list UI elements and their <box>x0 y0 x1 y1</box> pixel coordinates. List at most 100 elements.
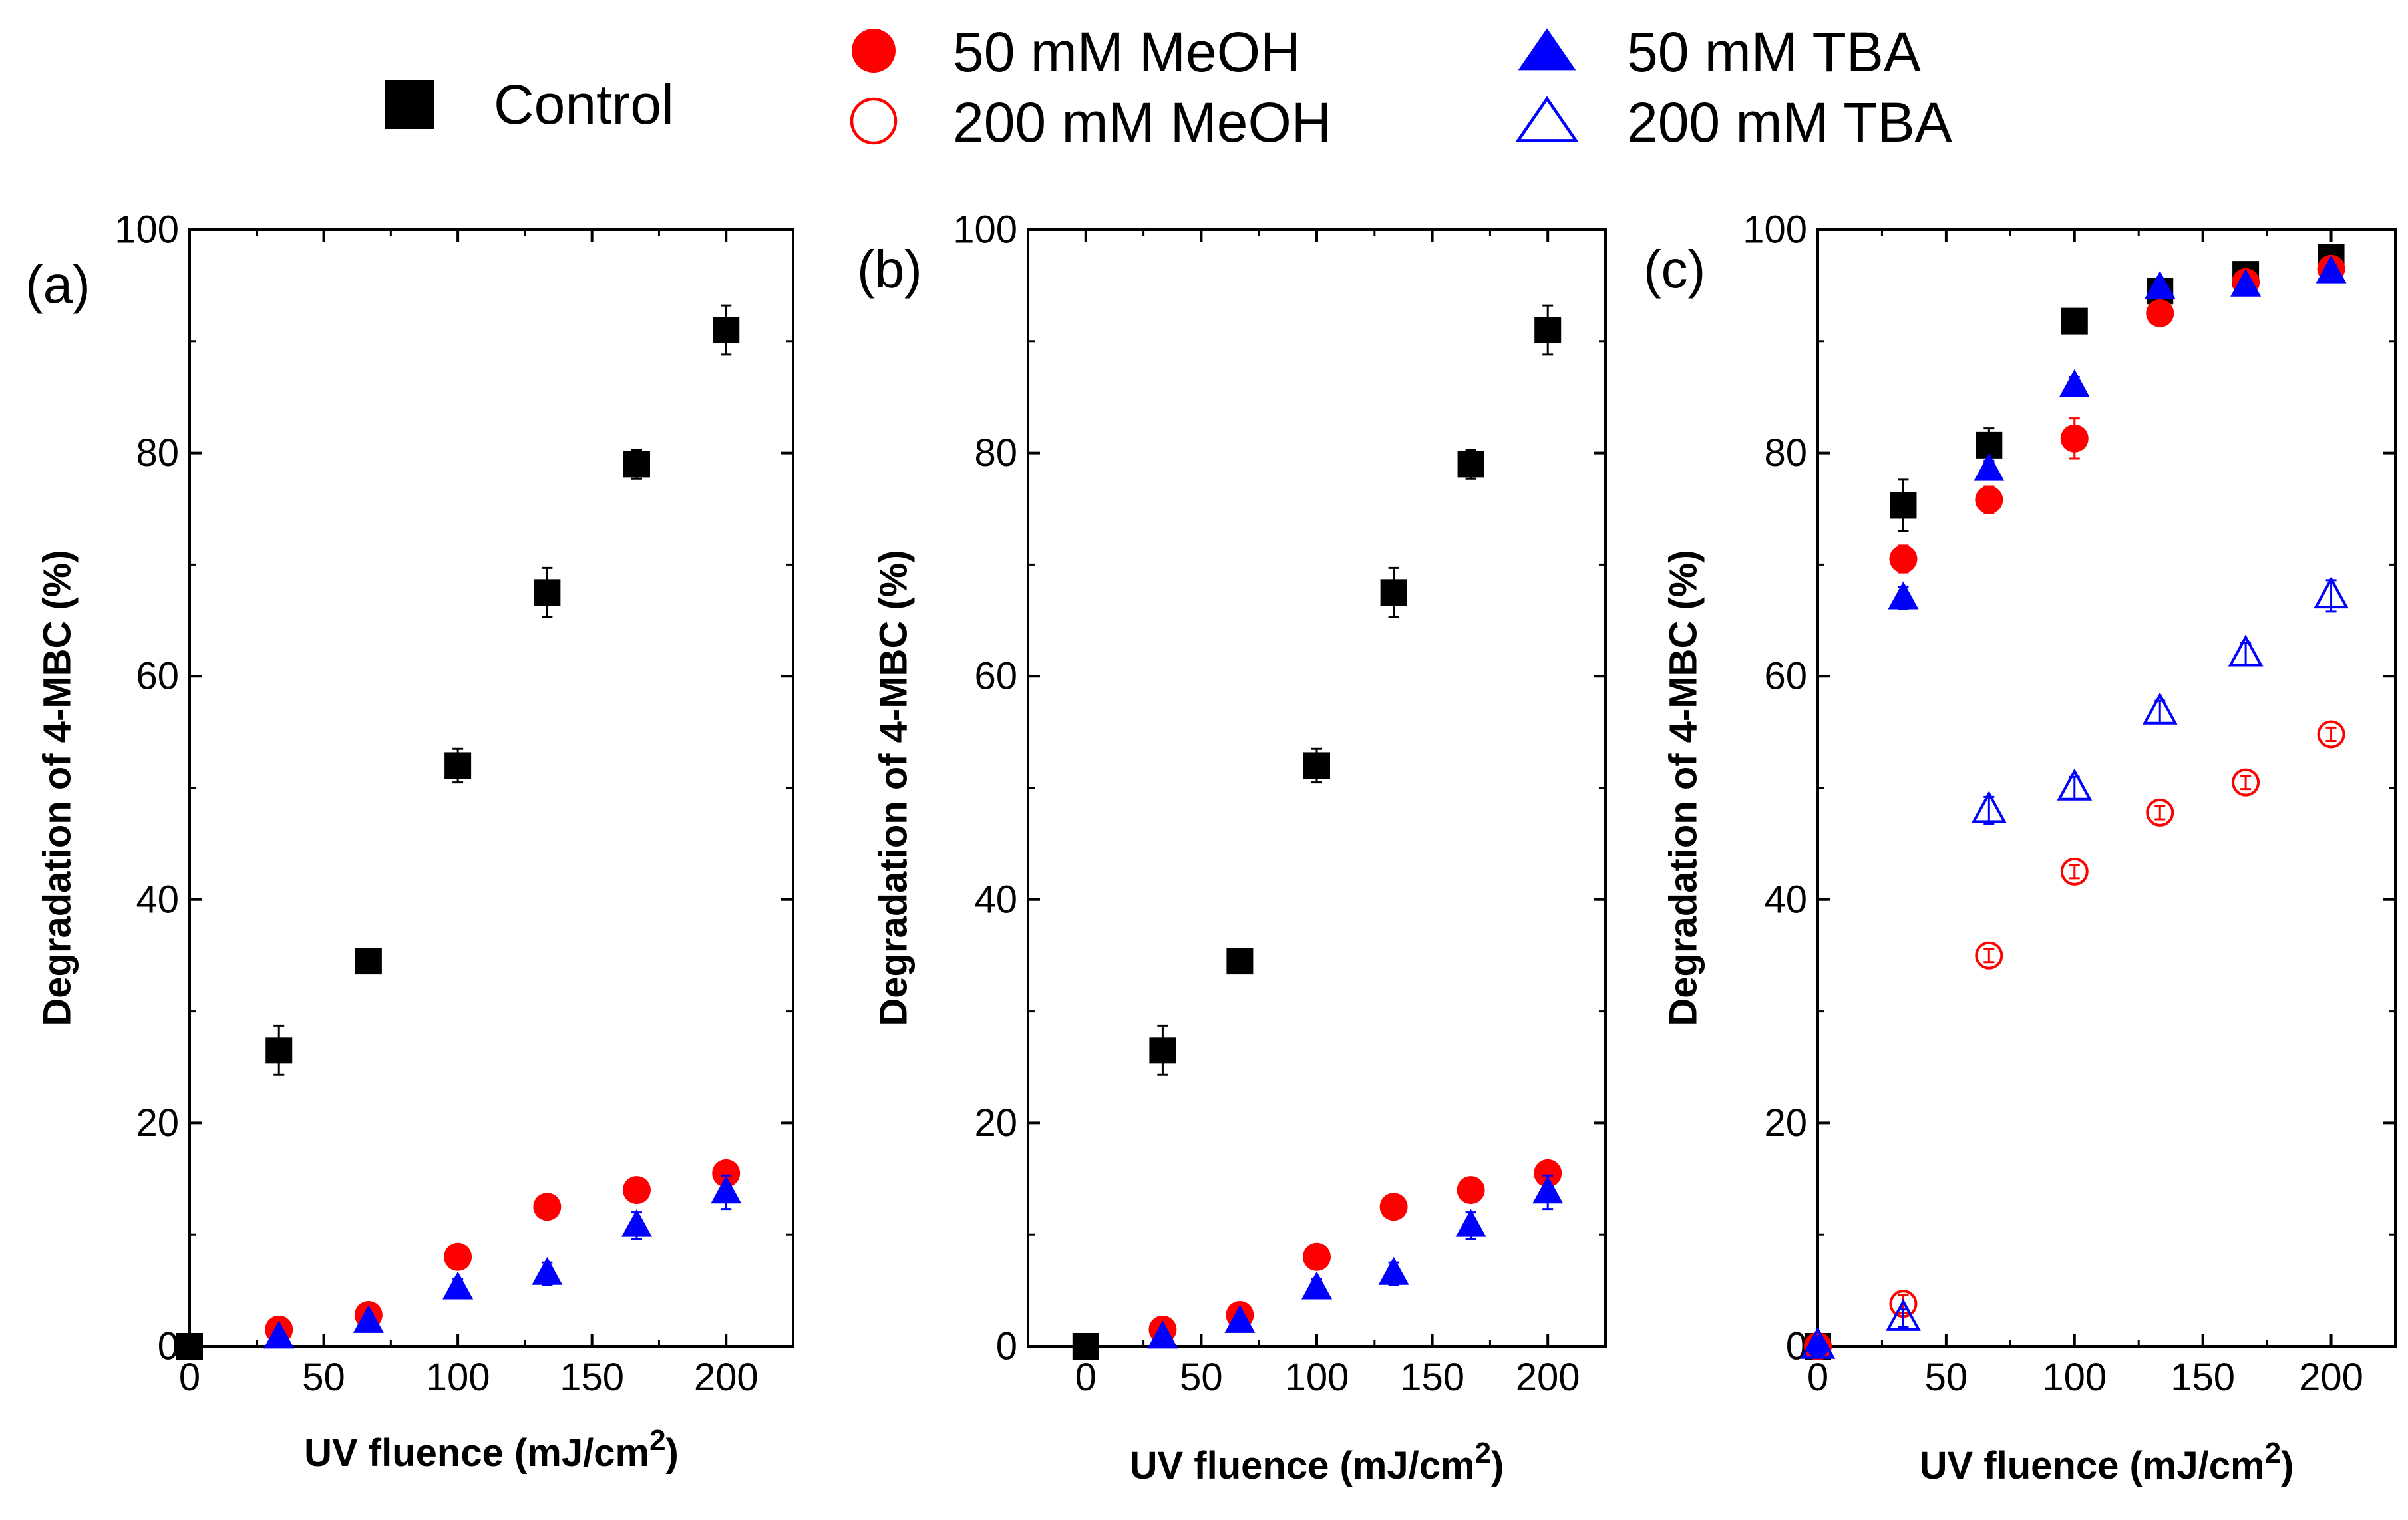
circle-open-icon <box>850 97 898 145</box>
data-point <box>2230 268 2262 297</box>
y-tick-label: 80 <box>1764 431 1807 475</box>
data-point <box>2059 369 2090 397</box>
data-point <box>2146 798 2174 827</box>
error-bar <box>1983 948 1995 964</box>
y-tick-label: 20 <box>136 1101 179 1145</box>
data-point <box>2061 307 2088 335</box>
y-tick-label: 40 <box>1764 878 1807 921</box>
series-50-mm-tba <box>1803 255 2347 1358</box>
data-point <box>621 1209 652 1237</box>
x-tick-label: 150 <box>1400 1356 1464 1399</box>
square-filled-icon <box>385 80 434 129</box>
plot-frame <box>188 228 794 1348</box>
x-axis-title-sup: 2 <box>1475 1437 1491 1469</box>
x-tick-label: 50 <box>1925 1356 1968 1399</box>
y-tick-label: 80 <box>974 431 1017 475</box>
data-point <box>1886 1298 1921 1331</box>
data-point <box>1534 1159 1562 1187</box>
legend-label: 50 mM MeOH <box>953 21 1301 83</box>
x-axis-title-text: UV fluence (mJ/cm <box>1920 1444 2265 1487</box>
series-50-mm-tba <box>1147 1174 1564 1349</box>
x-tick-label: 100 <box>2042 1356 2107 1399</box>
legend-item-meoh50: 50 mM MeOH <box>852 21 1301 83</box>
data-point <box>713 317 740 344</box>
data-point <box>1457 451 1484 478</box>
panel-c: 0 20 40 60 80 100 0 50 100 150 200 (c) UV fluence (m… <box>1643 208 2397 1487</box>
x-axis-title: UV fluence (mJ/cm2) <box>1920 1437 2294 1487</box>
data-point <box>1455 1209 1486 1237</box>
x-axis-title: UV fluence (mJ/cm2) <box>304 1424 679 1475</box>
plot-frame <box>1027 228 1607 1348</box>
data-point <box>1974 453 2005 481</box>
x-axis-title-suffix: ) <box>1491 1444 1504 1487</box>
triangle-open-icon <box>1515 96 1579 142</box>
series-control <box>176 304 740 1360</box>
series-200-mm-meoh <box>1804 720 2345 1360</box>
data-point <box>534 579 561 606</box>
x-tick-label: 50 <box>1180 1356 1223 1399</box>
data-point <box>1303 1242 1331 1271</box>
x-tick-label: 200 <box>1516 1356 1580 1399</box>
x-tick-label: 0 <box>179 1356 200 1399</box>
data-point <box>1804 1332 1832 1360</box>
x-tick-label: 150 <box>2170 1356 2235 1399</box>
legend-item-control: Control <box>385 73 674 136</box>
x-axis-title-sup: 2 <box>649 1424 665 1457</box>
y-tick-label: 20 <box>974 1101 1017 1145</box>
x-tick-label: 50 <box>302 1356 345 1399</box>
data-point <box>2145 271 2176 299</box>
error-bar <box>1983 795 1995 825</box>
data-point <box>1380 579 1407 606</box>
x-axis-title-suffix: ) <box>2281 1444 2294 1487</box>
y-tick-label: 60 <box>1764 655 1807 698</box>
legend-label: 50 mM TBA <box>1627 21 1921 83</box>
data-point <box>1532 1175 1564 1204</box>
legend-item-meoh200: 200 mM MeOH <box>850 91 1331 154</box>
data-point <box>2316 255 2347 284</box>
y-tick-label: 0 <box>996 1325 1017 1368</box>
data-point <box>622 1176 651 1205</box>
data-point <box>2142 692 2178 725</box>
y-tick-label: 0 <box>1786 1325 1807 1368</box>
series-control <box>1805 244 2345 1360</box>
x-axis-title-text: UV fluence (mJ/cm <box>1130 1444 1475 1487</box>
data-point <box>1888 581 1919 610</box>
y-tick-label: 80 <box>136 431 179 475</box>
error-bar <box>2069 864 2080 880</box>
data-point <box>444 1242 472 1271</box>
y-tick-label: 0 <box>158 1325 179 1368</box>
data-point <box>1224 1304 1256 1333</box>
x-tick-label: 150 <box>560 1356 624 1399</box>
data-point <box>2317 720 2345 749</box>
data-point <box>353 1304 384 1333</box>
y-tick-label: 100 <box>953 208 1017 252</box>
circle-filled-icon <box>852 29 896 73</box>
data-point <box>1889 545 1918 574</box>
y-tick-label: 20 <box>1764 1101 1807 1145</box>
data-point <box>2057 768 2093 801</box>
legend: Control 50 mM MeOH 200 mM MeOH 50 mM TBA 200… <box>385 21 1952 154</box>
data-point <box>1534 317 1562 344</box>
legend-item-tba50: 50 mM TBA <box>1518 21 1921 83</box>
data-point <box>2060 857 2089 886</box>
y-tick-label: 100 <box>114 208 179 252</box>
y-axis-title: Degradation of 4-MBC (%) <box>1662 550 1705 1026</box>
legend-label: 200 mM TBA <box>1627 91 1952 154</box>
triangle-filled-icon <box>1518 28 1576 71</box>
data-point <box>1803 1329 1833 1358</box>
series-50-mm-meoh <box>265 1159 741 1344</box>
x-tick-label: 0 <box>1807 1356 1828 1399</box>
data-point <box>1149 1037 1176 1064</box>
error-bar <box>2325 726 2337 743</box>
error-bar <box>2154 805 2166 821</box>
data-point <box>2314 576 2349 609</box>
panel-label: (a) <box>25 255 90 314</box>
y-tick-label: 100 <box>1743 208 1807 252</box>
data-point <box>2228 634 2264 667</box>
data-point <box>712 1159 741 1187</box>
x-axis-title-suffix: ) <box>666 1431 679 1475</box>
data-point <box>1378 1256 1409 1285</box>
data-point <box>2146 299 2174 327</box>
